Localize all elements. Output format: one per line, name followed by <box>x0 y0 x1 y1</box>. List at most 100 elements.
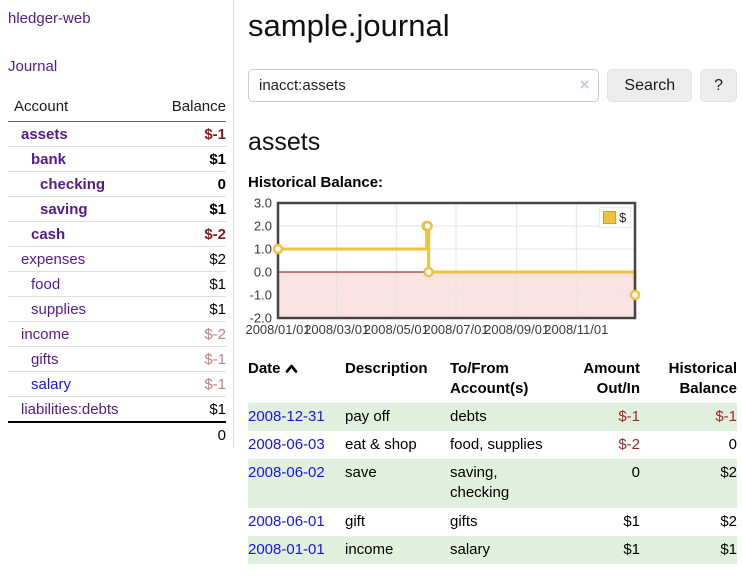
svg-text:2008/11/01: 2008/11/01 <box>544 322 608 337</box>
account-balance: $-1 <box>154 121 226 147</box>
account-balance: $1 <box>154 146 226 172</box>
svg-text:2008/03/01: 2008/03/01 <box>304 322 369 337</box>
svg-text:2008/07/01: 2008/07/01 <box>423 322 488 337</box>
transaction-balance: $2 <box>720 464 737 481</box>
transaction-date-link[interactable]: 2008-06-02 <box>248 464 325 481</box>
account-link-liabilities-debts[interactable]: liabilities:debts <box>21 401 119 418</box>
account-row: gifts $-1 <box>8 346 226 372</box>
account-link-expenses[interactable]: expenses <box>21 251 86 268</box>
transaction-date-link[interactable]: 2008-06-03 <box>248 435 325 453</box>
page-title: sample.journal <box>248 8 450 43</box>
account-row: saving $1 <box>8 196 226 222</box>
sidebar: hledger-web Journal Account Balance asse… <box>0 0 234 448</box>
transaction-date-link[interactable]: 2008-06-01 <box>248 512 325 530</box>
transaction-amount: $-1 <box>618 407 640 425</box>
transaction-accounts: gifts <box>450 512 478 530</box>
account-link-income[interactable]: income <box>21 326 70 343</box>
transaction-amount: $1 <box>623 540 640 558</box>
svg-text:2008/05/01: 2008/05/01 <box>364 322 429 337</box>
account-row: cash $-2 <box>8 221 226 247</box>
account-link-checking[interactable]: checking <box>40 176 106 193</box>
account-link-food[interactable]: food <box>31 276 61 293</box>
transaction-accounts: saving, checking <box>450 464 510 502</box>
transaction-amount: 0 <box>631 464 640 481</box>
clear-search-icon[interactable]: × <box>579 75 590 94</box>
svg-text:2008/09/01: 2008/09/01 <box>484 322 549 337</box>
account-link-cash[interactable]: cash <box>31 226 66 243</box>
account-balance: $1 <box>154 396 226 423</box>
chart-heading: Historical Balance: <box>248 174 384 191</box>
transaction-balance: $2 <box>720 512 737 530</box>
transaction-accounts: food, supplies <box>450 435 543 453</box>
account-balance: $-2 <box>154 321 226 347</box>
transaction-amount: $1 <box>623 512 640 530</box>
chart-legend: $ <box>599 207 632 228</box>
account-link-salary[interactable]: salary <box>31 376 72 393</box>
legend-swatch-icon <box>603 211 616 224</box>
register-table: Date Description To/From Account(s) Amoun… <box>248 356 737 564</box>
account-balance: $1 <box>154 296 226 322</box>
transaction-description: save <box>345 464 377 481</box>
account-balance: 0 <box>154 171 226 197</box>
transaction-balance: $-1 <box>715 407 737 425</box>
search-input[interactable] <box>248 69 600 102</box>
account-link-bank[interactable]: bank <box>31 151 67 168</box>
accounts-total: 0 <box>217 427 226 444</box>
svg-text:-1.0: -1.0 <box>250 288 272 303</box>
transaction-amount: $-2 <box>618 435 640 453</box>
svg-text:1.0: 1.0 <box>254 242 272 257</box>
account-heading: assets <box>248 128 321 156</box>
historical-balance-chart[interactable]: 2008/01/01 2008/03/01 2008/05/01 2008/07/01… <box>245 196 641 341</box>
register-row: 2008-12-31 pay off debts $-1 $-1 <box>248 402 737 431</box>
account-link-gifts[interactable]: gifts <box>31 351 59 368</box>
account-balance: $2 <box>154 246 226 272</box>
legend-label: $ <box>619 210 627 225</box>
register-header-description: Description <box>345 360 428 377</box>
accounts-header-account: Account <box>8 94 155 122</box>
transaction-description: gift <box>345 512 366 530</box>
account-link-saving[interactable]: saving <box>40 201 88 218</box>
account-row: liabilities:debts $1 <box>8 396 226 423</box>
register-header-accounts: To/From Account(s) <box>450 360 529 398</box>
account-row: salary $-1 <box>8 371 226 397</box>
register-row: 2008-06-03 eat & shop food, supplies $-2… <box>248 431 737 459</box>
transaction-accounts: debts <box>450 407 487 425</box>
search-button[interactable]: Search <box>607 69 693 102</box>
search-help-button[interactable]: ? <box>700 69 737 102</box>
transaction-date-link[interactable]: 2008-01-01 <box>248 540 325 558</box>
main-content: sample.journal × Search ? assets Histori… <box>245 0 742 564</box>
account-row: checking 0 <box>8 171 226 197</box>
account-link-supplies[interactable]: supplies <box>31 301 87 318</box>
account-row: supplies $1 <box>8 296 226 322</box>
account-balance: $-1 <box>154 346 226 372</box>
svg-text:3.0: 3.0 <box>254 196 272 211</box>
svg-text:-2.0: -2.0 <box>250 311 272 326</box>
accounts-header-balance: Balance <box>154 94 226 122</box>
transaction-balance: 0 <box>728 435 737 453</box>
chart-plot[interactable]: 2008/01/012008/03/012008/05/012008/07/01… <box>245 196 641 339</box>
register-row: 2008-01-01 income salary $1 $1 <box>248 535 737 564</box>
transaction-date-link[interactable]: 2008-12-31 <box>248 407 325 425</box>
transaction-description: eat & shop <box>345 435 417 453</box>
app-title-link[interactable]: hledger-web <box>8 10 91 27</box>
search-form: × Search ? <box>248 69 737 102</box>
sidebar-item-journal[interactable]: Journal <box>8 58 58 75</box>
register-header-amount: Amount Out/In <box>583 360 640 398</box>
account-balance: $1 <box>154 271 226 297</box>
svg-text:2.0: 2.0 <box>254 219 272 234</box>
accounts-total-row: 0 <box>8 422 226 448</box>
register-header-balance: Historical Balance <box>668 360 737 398</box>
register-row: 2008-06-01 gift gifts $1 $2 <box>248 508 737 536</box>
register-header-date[interactable]: Date <box>248 356 345 403</box>
svg-text:2008/01/01: 2008/01/01 <box>245 322 310 337</box>
account-balance: $-2 <box>154 221 226 247</box>
account-link-assets[interactable]: assets <box>21 126 68 143</box>
register-header-date-label: Date <box>248 360 281 377</box>
sort-ascending-icon <box>285 364 297 373</box>
account-row: income $-2 <box>8 321 226 347</box>
account-row: bank $1 <box>8 146 226 172</box>
account-balance: $-1 <box>154 371 226 397</box>
transaction-description: pay off <box>345 407 390 425</box>
account-balance: $1 <box>154 196 226 222</box>
transaction-description: income <box>345 540 394 558</box>
